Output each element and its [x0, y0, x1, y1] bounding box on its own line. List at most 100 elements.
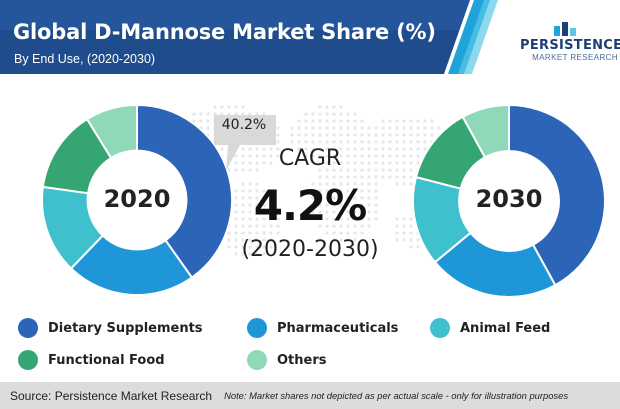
map-dot — [381, 161, 385, 165]
map-dot — [241, 252, 245, 256]
map-dot — [311, 133, 315, 137]
map-dot — [234, 161, 238, 165]
map-dot — [262, 224, 266, 228]
map-dot — [332, 133, 336, 137]
map-dot — [353, 147, 357, 151]
map-dot — [395, 119, 399, 123]
map-dot — [255, 210, 259, 214]
map-dot — [311, 189, 315, 193]
map-dot — [269, 231, 273, 235]
map-dot — [304, 133, 308, 137]
map-dot — [332, 147, 336, 151]
map-dot — [374, 189, 378, 193]
map-dot — [416, 140, 420, 144]
map-dot — [248, 161, 252, 165]
map-dot — [325, 168, 329, 172]
map-dot — [339, 112, 343, 116]
map-dot — [388, 126, 392, 130]
map-dot — [360, 133, 364, 137]
map-dot — [353, 238, 357, 242]
map-dot — [402, 175, 406, 179]
map-dot — [276, 210, 280, 214]
map-dot — [353, 119, 357, 123]
map-dot — [346, 133, 350, 137]
map-dot — [360, 224, 364, 228]
map-dot — [360, 196, 364, 200]
map-dot — [339, 105, 343, 109]
map-dot — [409, 168, 413, 172]
map-dot — [381, 175, 385, 179]
map-dot — [402, 126, 406, 130]
map-dot — [374, 182, 378, 186]
map-dot — [318, 168, 322, 172]
map-dot — [367, 224, 371, 228]
map-dot — [311, 203, 315, 207]
map-dot — [402, 161, 406, 165]
map-dot — [409, 154, 413, 158]
map-dot — [276, 140, 280, 144]
map-dot — [318, 133, 322, 137]
map-dot — [367, 203, 371, 207]
map-dot — [269, 147, 273, 151]
map-dot — [318, 140, 322, 144]
map-dot — [430, 119, 434, 123]
map-dot — [395, 140, 399, 144]
map-dot — [241, 231, 245, 235]
map-dot — [353, 126, 357, 130]
map-dot — [220, 112, 224, 116]
map-dot — [325, 182, 329, 186]
map-dot — [360, 203, 364, 207]
map-dot — [248, 112, 252, 116]
legend-label: Others — [277, 352, 327, 368]
map-dot — [360, 189, 364, 193]
map-dot — [381, 133, 385, 137]
map-dot — [367, 196, 371, 200]
map-dot — [262, 147, 266, 151]
map-dot — [276, 231, 280, 235]
map-dot — [325, 126, 329, 130]
map-dot — [297, 119, 301, 123]
map-dot — [248, 196, 252, 200]
map-dot — [290, 126, 294, 130]
map-dot — [241, 105, 245, 109]
map-dot — [346, 189, 350, 193]
map-dot — [367, 189, 371, 193]
map-dot — [234, 105, 238, 109]
map-dot — [290, 140, 294, 144]
map-dot — [381, 126, 385, 130]
map-dot — [318, 189, 322, 193]
map-dot — [367, 133, 371, 137]
map-dot — [409, 175, 413, 179]
map-dot — [374, 196, 378, 200]
map-dot — [339, 182, 343, 186]
map-dot — [402, 147, 406, 151]
map-dot — [416, 147, 420, 151]
map-dot — [241, 238, 245, 242]
map-dot — [409, 161, 413, 165]
map-dot — [325, 119, 329, 123]
map-dot — [332, 112, 336, 116]
map-dot — [423, 119, 427, 123]
map-dot — [430, 126, 434, 130]
cagr-label: CAGR — [278, 146, 342, 171]
slice-others — [85, 103, 138, 160]
map-dot — [353, 203, 357, 207]
map-dot — [248, 224, 252, 228]
map-dot — [339, 217, 343, 221]
map-dot — [276, 147, 280, 151]
banner-shape — [0, 0, 498, 74]
map-dot — [332, 217, 336, 221]
map-dot — [234, 154, 238, 158]
map-dot — [325, 154, 329, 158]
map-dot — [325, 105, 329, 109]
map-dot — [304, 126, 308, 130]
callout-value: 40.2% — [221, 117, 267, 133]
map-dot — [409, 231, 413, 235]
map-dot — [241, 112, 245, 116]
map-dot — [339, 210, 343, 214]
map-dot — [402, 182, 406, 186]
map-dot — [269, 245, 273, 249]
map-dot — [409, 147, 413, 151]
map-dot — [234, 217, 238, 221]
map-dot — [262, 238, 266, 242]
